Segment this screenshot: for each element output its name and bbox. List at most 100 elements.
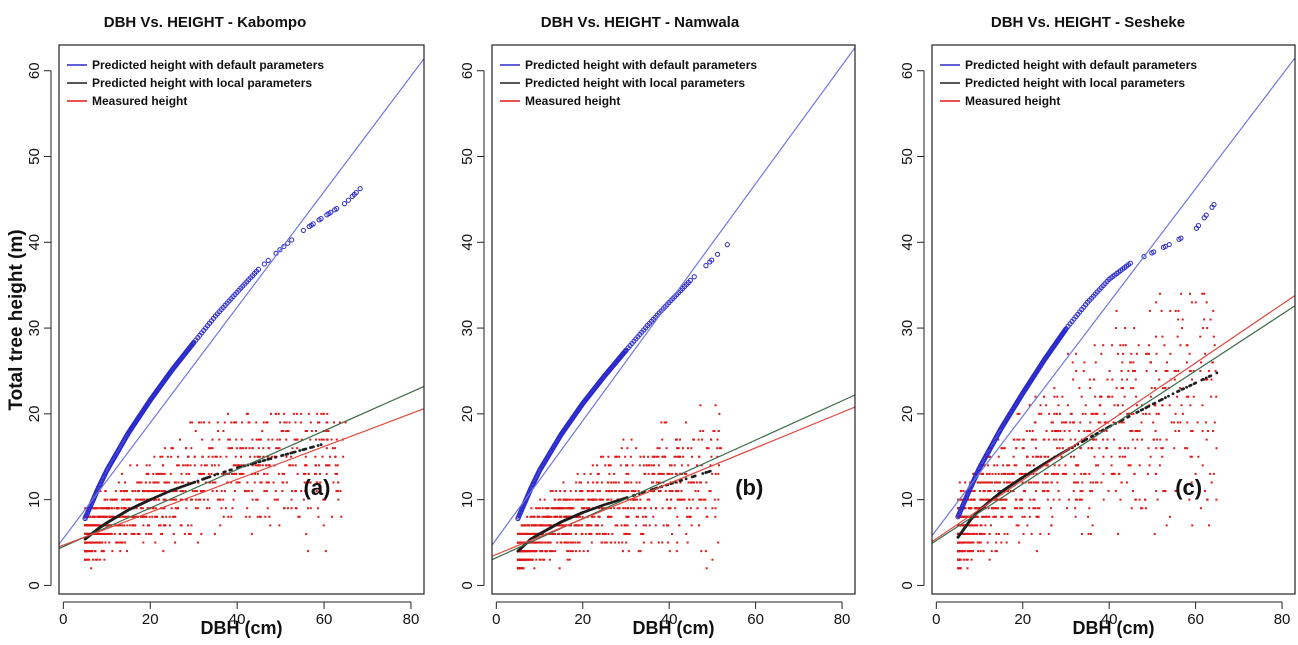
measured-point xyxy=(523,532,526,535)
measured-point xyxy=(1149,361,1152,364)
measured-point xyxy=(560,507,563,510)
measured-point xyxy=(1177,318,1180,321)
measured-point xyxy=(94,558,97,561)
plot-frame xyxy=(931,44,1296,595)
measured-point xyxy=(613,490,616,493)
measured-point xyxy=(141,507,144,510)
measured-point xyxy=(287,430,290,433)
local-point xyxy=(286,452,290,456)
measured-point xyxy=(1211,361,1214,364)
measured-point xyxy=(690,447,693,450)
measured-point xyxy=(695,481,698,484)
measured-point xyxy=(594,524,597,527)
measured-point xyxy=(567,550,570,553)
measured-point xyxy=(982,498,985,501)
measured-point xyxy=(552,507,555,510)
measured-point xyxy=(1069,412,1072,415)
measured-point xyxy=(1186,447,1189,450)
measured-point xyxy=(108,515,111,518)
measured-point xyxy=(1079,498,1082,501)
measured-point xyxy=(559,515,562,518)
measured-point xyxy=(1121,361,1124,364)
measured-point xyxy=(630,438,633,441)
measured-point xyxy=(993,507,996,510)
measured-point xyxy=(1053,395,1056,398)
measured-fit-line xyxy=(492,406,855,557)
measured-point xyxy=(701,438,704,441)
measured-point xyxy=(587,498,590,501)
measured-point xyxy=(664,490,667,493)
measured-point xyxy=(657,455,660,458)
measured-point xyxy=(574,524,577,527)
measured-point xyxy=(267,455,270,458)
measured-point xyxy=(713,430,716,433)
measured-point xyxy=(1124,455,1127,458)
measured-point xyxy=(1027,481,1030,484)
measured-point xyxy=(314,455,317,458)
measured-point xyxy=(204,481,207,484)
measured-point xyxy=(121,498,124,501)
measured-point xyxy=(1091,447,1094,450)
measured-point xyxy=(535,524,538,527)
measured-point xyxy=(230,515,233,518)
measured-point xyxy=(84,541,87,544)
measured-point xyxy=(200,421,203,424)
measured-point xyxy=(536,515,539,518)
measured-point xyxy=(551,490,554,493)
measured-point xyxy=(1028,430,1031,433)
measured-point xyxy=(1178,430,1181,433)
measured-point xyxy=(665,524,668,527)
measured-point xyxy=(652,481,655,484)
measured-point xyxy=(254,472,257,475)
measured-point xyxy=(240,447,243,450)
measured-point xyxy=(263,490,266,493)
measured-point xyxy=(678,498,681,501)
measured-point xyxy=(596,464,599,467)
measured-point xyxy=(995,541,998,544)
measured-point xyxy=(633,490,636,493)
measured-point xyxy=(975,532,978,535)
measured-point xyxy=(957,532,960,535)
measured-point xyxy=(714,515,717,518)
measured-point xyxy=(136,498,139,501)
measured-point xyxy=(1063,421,1066,424)
measured-point xyxy=(1001,447,1004,450)
measured-point xyxy=(251,464,254,467)
measured-point xyxy=(1081,481,1084,484)
measured-point xyxy=(277,412,280,415)
measured-point xyxy=(968,524,971,527)
measured-point xyxy=(588,532,591,535)
measured-point xyxy=(597,472,600,475)
local-point xyxy=(1164,396,1167,400)
measured-point xyxy=(607,532,610,535)
measured-point xyxy=(1091,481,1094,484)
measured-point xyxy=(152,481,155,484)
measured-point xyxy=(1123,447,1126,450)
measured-point xyxy=(194,490,197,493)
measured-point xyxy=(1106,378,1109,381)
measured-point xyxy=(315,472,318,475)
measured-point xyxy=(1121,378,1124,381)
measured-point xyxy=(972,541,975,544)
measured-point xyxy=(979,541,982,544)
measured-point xyxy=(121,515,124,518)
measured-point xyxy=(114,490,117,493)
measured-point xyxy=(966,558,969,561)
measured-point xyxy=(1016,438,1019,441)
measured-point xyxy=(978,532,981,535)
measured-point xyxy=(690,455,693,458)
measured-point xyxy=(1210,378,1213,381)
measured-point xyxy=(174,507,177,510)
measured-point xyxy=(209,447,212,450)
plot-area xyxy=(59,58,424,570)
measured-point xyxy=(298,515,301,518)
measured-point xyxy=(566,532,569,535)
measured-point xyxy=(1145,352,1148,355)
measured-point xyxy=(1028,515,1031,518)
measured-point xyxy=(1053,412,1056,415)
measured-point xyxy=(605,490,608,493)
measured-point xyxy=(1074,438,1077,441)
measured-point xyxy=(631,464,634,467)
measured-point xyxy=(88,558,91,561)
measured-point xyxy=(1089,532,1092,535)
